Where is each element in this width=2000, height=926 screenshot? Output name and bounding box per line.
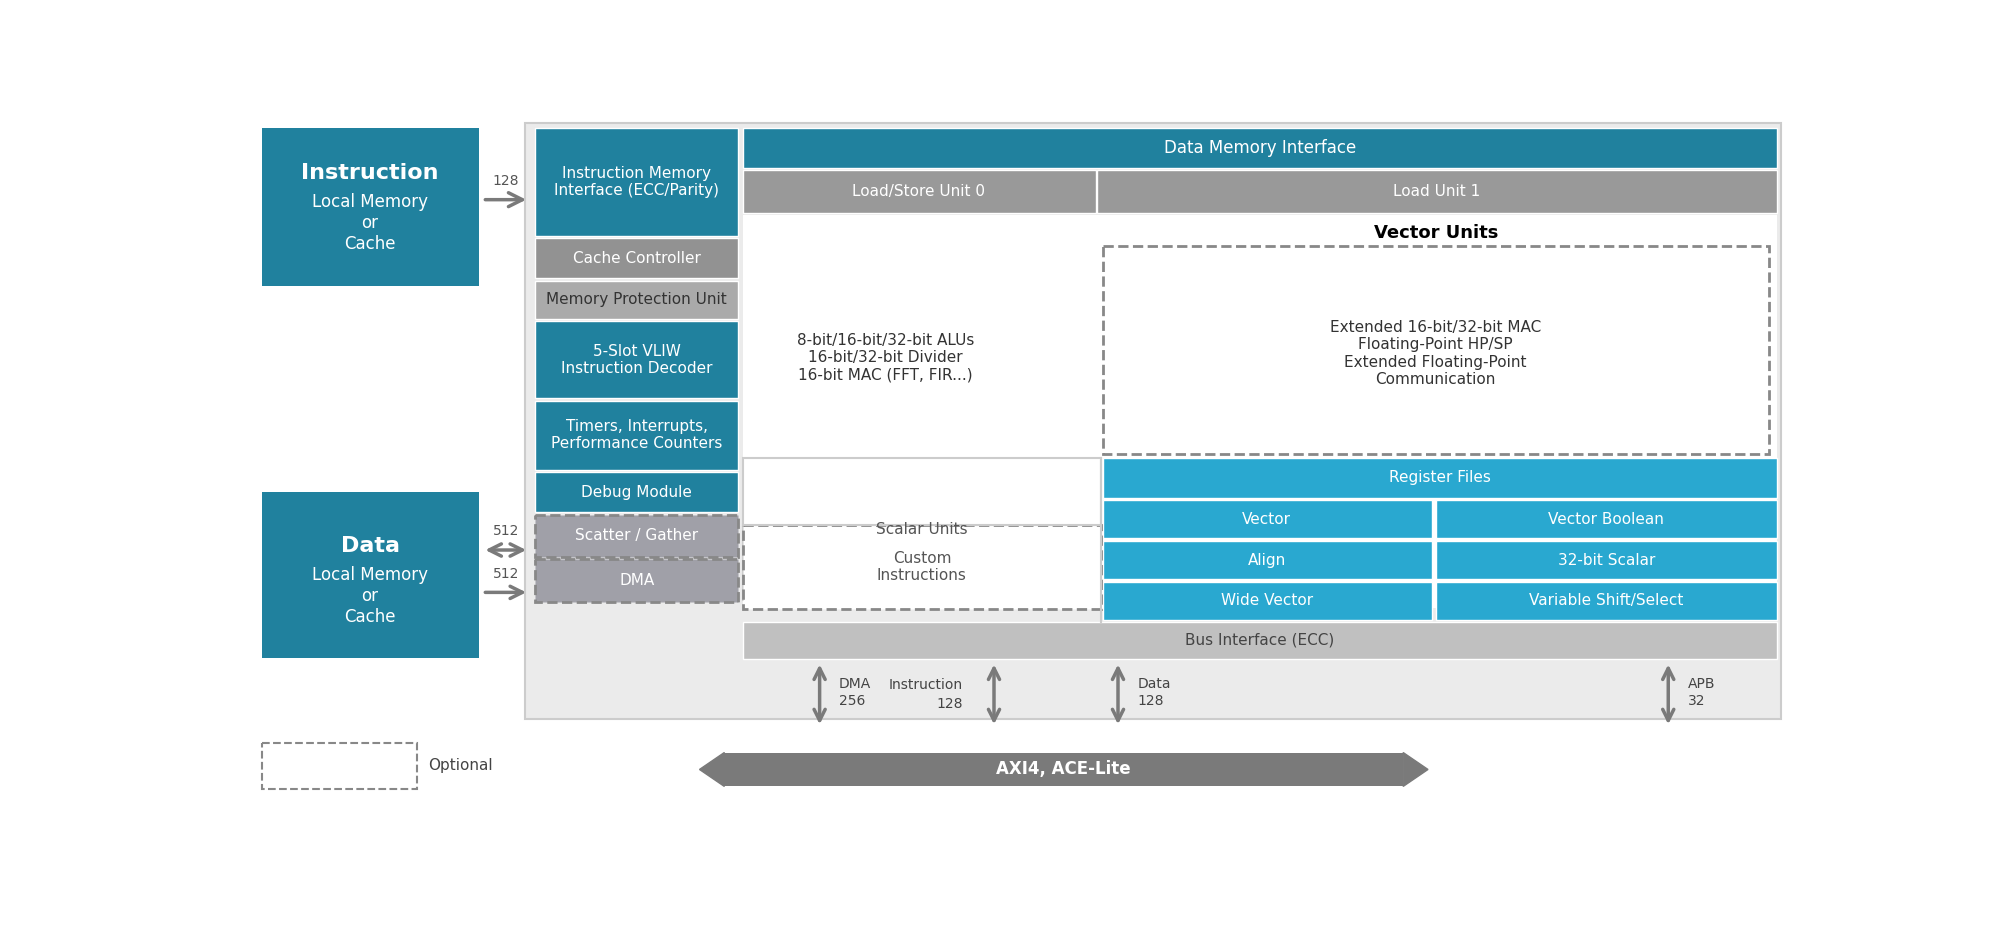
Text: Load Unit 1: Load Unit 1 [1392,183,1480,199]
Text: Load/Store Unit 0: Load/Store Unit 0 [852,183,986,199]
Bar [536,401,738,469]
Text: Local Memory
or
Cache: Local Memory or Cache [312,193,428,253]
FancyArrow shape [1404,753,1428,786]
Text: Data
128: Data 128 [1138,678,1170,707]
Bar [1102,500,1432,539]
Bar [536,515,738,557]
Text: Variable Shift/Select: Variable Shift/Select [1530,594,1684,608]
Text: Bus Interface (ECC): Bus Interface (ECC) [1186,632,1334,647]
Bar [1102,457,1776,497]
Text: Local Memory
or
Cache: Local Memory or Cache [312,567,428,626]
Text: Wide Vector: Wide Vector [1220,594,1312,608]
Text: Vector Units: Vector Units [1374,224,1498,242]
Bar [742,215,1776,607]
Text: Memory Protection Unit: Memory Protection Unit [546,293,728,307]
Text: Instruction: Instruction [302,163,438,182]
Text: Optional: Optional [428,758,492,773]
Text: 8-bit/16-bit/32-bit ALUs
16-bit/32-bit Divider
16-bit MAC (FFT, FIR...): 8-bit/16-bit/32-bit ALUs 16-bit/32-bit D… [796,332,974,382]
Bar [536,472,738,512]
Bar [1102,582,1432,620]
Bar [526,122,1780,720]
Text: 512: 512 [492,524,518,539]
Text: APB
32: APB 32 [1688,678,1716,707]
Bar [536,559,738,602]
Bar [536,238,738,278]
Text: Data Memory Interface: Data Memory Interface [1164,139,1356,157]
Bar [1102,541,1432,580]
Text: Align: Align [1248,553,1286,568]
Text: Debug Module: Debug Module [582,485,692,500]
Text: 128: 128 [936,697,964,711]
Bar [536,321,738,398]
Bar [742,457,1100,600]
Bar [262,128,478,286]
Bar [742,525,1100,609]
Text: Vector Boolean: Vector Boolean [1548,512,1664,527]
Text: Instruction: Instruction [888,678,964,692]
Bar [536,281,738,319]
Bar [742,621,1776,658]
Bar [1098,170,1776,213]
Text: DMA: DMA [620,572,654,588]
FancyArrow shape [700,753,724,786]
Text: 32-bit Scalar: 32-bit Scalar [1558,553,1654,568]
Bar [1436,582,1776,620]
Text: Extended 16-bit/32-bit MAC
Floating-Point HP/SP
Extended Floating-Point
Communic: Extended 16-bit/32-bit MAC Floating-Poin… [1330,320,1542,387]
Bar [1436,541,1776,580]
Text: Vector: Vector [1242,512,1292,527]
Bar [536,128,738,236]
Text: Instruction Memory
Interface (ECC/Parity): Instruction Memory Interface (ECC/Parity… [554,166,720,198]
Text: Data: Data [340,536,400,557]
Bar [742,170,1096,213]
Text: Register Files: Register Files [1388,470,1490,485]
Text: 512: 512 [492,567,518,581]
Text: Scalar Units: Scalar Units [876,521,968,537]
Bar [262,743,416,789]
Text: 128: 128 [492,174,520,188]
Text: Custom
Instructions: Custom Instructions [876,551,966,583]
Text: Timers, Interrupts,
Performance Counters: Timers, Interrupts, Performance Counters [552,419,722,452]
Bar [262,493,478,657]
Text: AXI4, ACE-Lite: AXI4, ACE-Lite [996,760,1132,779]
Bar [1102,246,1770,454]
Text: DMA
256: DMA 256 [840,678,872,707]
Text: 5-Slot VLIW
Instruction Decoder: 5-Slot VLIW Instruction Decoder [560,344,712,376]
Bar [742,128,1776,169]
Bar [724,753,1404,786]
Text: Scatter / Gather: Scatter / Gather [576,528,698,543]
Text: Cache Controller: Cache Controller [572,251,700,266]
Bar [1436,500,1776,539]
